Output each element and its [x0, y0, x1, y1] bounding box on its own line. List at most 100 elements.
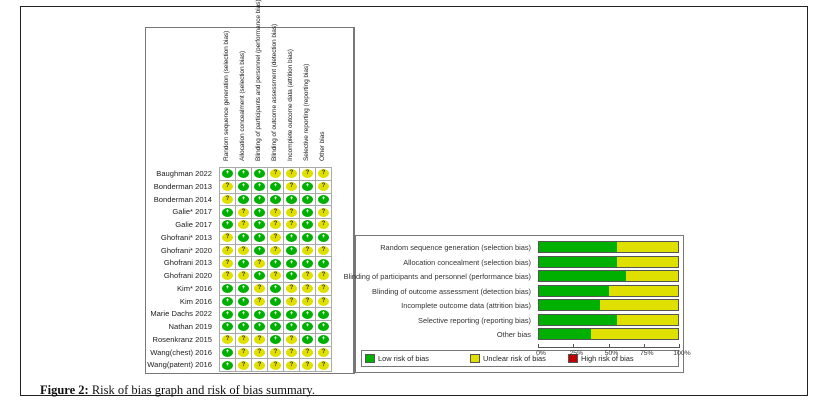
summary-cell: +	[283, 192, 300, 207]
figure-frame	[20, 6, 808, 396]
unclear-risk-icon: ?	[238, 271, 249, 281]
low-risk-icon: +	[254, 309, 265, 319]
risk-of-bias-graph: Low risk of bias Unclear risk of bias High…	[344, 235, 691, 373]
summary-cell: +	[251, 179, 268, 194]
x-axis-tick-label: 0%	[536, 349, 546, 357]
unclear-risk-icon: ?	[270, 271, 281, 281]
bar-segment-low	[539, 256, 618, 267]
low-risk-icon: +	[238, 233, 249, 243]
low-risk-icon: +	[238, 284, 249, 294]
low-risk-icon: +	[254, 271, 265, 281]
unclear-risk-icon: ?	[222, 335, 233, 345]
low-risk-icon: +	[222, 309, 233, 319]
bar-category-label: Selective reporting (reporting bias)	[418, 315, 531, 325]
low-risk-icon: +	[286, 309, 297, 319]
bar-row	[538, 299, 679, 311]
unclear-risk-icon: ?	[270, 360, 281, 370]
summary-cell: ?	[251, 281, 268, 296]
summary-cell: ?	[267, 230, 284, 245]
low-risk-icon: +	[286, 258, 297, 268]
summary-cell: +	[299, 332, 316, 347]
low-risk-icon: +	[270, 296, 281, 306]
low-risk-icon: +	[270, 309, 281, 319]
summary-cell: +	[219, 205, 236, 219]
bar-row	[538, 313, 679, 326]
summary-cell: ?	[267, 167, 284, 181]
unclear-risk-icon: ?	[254, 258, 265, 268]
low-risk-icon: +	[254, 233, 265, 243]
summary-cell: +	[235, 167, 252, 181]
unclear-risk-icon: ?	[302, 271, 313, 281]
summary-cell: ?	[315, 167, 332, 181]
summary-study-label: Ghofrani* 2020	[160, 245, 212, 255]
unclear-risk-icon: ?	[318, 220, 329, 230]
unclear-risk-icon: ?	[254, 335, 265, 345]
summary-cell: ?	[219, 269, 236, 283]
summary-column-header: Random sequence generation (selection bi…	[223, 30, 230, 161]
summary-cell: ?	[219, 179, 236, 194]
low-risk-icon: +	[238, 296, 249, 306]
summary-cell: +	[283, 243, 300, 258]
caption-label: Figure 2:	[40, 383, 89, 397]
x-axis-tick	[643, 343, 645, 348]
summary-cell: ?	[235, 269, 252, 283]
unclear-risk-icon: ?	[270, 207, 281, 217]
unclear-risk-icon: ?	[286, 207, 297, 217]
summary-cell: +	[283, 307, 300, 321]
unclear-risk-icon: ?	[302, 245, 313, 255]
low-risk-icon: +	[222, 207, 233, 217]
summary-cell: +	[219, 167, 236, 181]
summary-cell: +	[235, 307, 252, 321]
unclear-risk-icon: ?	[286, 220, 297, 230]
summary-cell: +	[251, 218, 268, 232]
bar-segment-unclear	[591, 329, 678, 339]
summary-cell: +	[251, 205, 268, 219]
x-axis-tick-label: 100%	[673, 349, 691, 357]
summary-cell: ?	[235, 345, 252, 360]
summary-cell: ?	[283, 205, 300, 219]
low-risk-icon: +	[302, 258, 313, 268]
unclear-risk-icon: ?	[318, 271, 329, 281]
low-risk-icon: +	[238, 194, 249, 204]
bar-row	[538, 328, 679, 340]
low-risk-icon: +	[318, 335, 329, 345]
unclear-risk-icon: ?	[318, 347, 329, 357]
summary-cell: ?	[283, 218, 300, 232]
summary-cell: +	[299, 320, 316, 334]
unclear-risk-icon: ?	[318, 169, 329, 179]
bar-segment-unclear	[617, 314, 678, 325]
unclear-risk-icon: ?	[302, 284, 313, 294]
bar-category-label: Allocation concealment (selection bias)	[403, 257, 531, 267]
summary-study-label: Ghofrani* 2013	[160, 232, 212, 242]
summary-study-label: Wang(chest) 2016	[150, 347, 212, 357]
unclear-risk-icon: ?	[286, 182, 297, 192]
summary-cell: +	[283, 269, 300, 283]
bar-row	[538, 270, 679, 282]
bar-segment-low	[539, 242, 618, 252]
summary-cell: +	[299, 256, 316, 270]
summary-cell: ?	[283, 281, 300, 296]
low-risk-icon: +	[254, 322, 265, 332]
summary-cell: ?	[267, 269, 284, 283]
summary-cell: ?	[283, 294, 300, 309]
unclear-risk-icon: ?	[254, 347, 265, 357]
summary-cell: ?	[235, 358, 252, 372]
low-risk-icon: +	[270, 322, 281, 332]
summary-cell: ?	[283, 345, 300, 360]
summary-cell: ?	[299, 345, 316, 360]
low-risk-icon: +	[238, 182, 249, 192]
summary-cell: +	[267, 332, 284, 347]
summary-cell: ?	[251, 256, 268, 270]
bar-segment-low	[539, 271, 626, 281]
low-risk-icon: +	[270, 194, 281, 204]
bar-segment-low	[539, 300, 600, 310]
summary-cell: +	[299, 205, 316, 219]
summary-study-label: Galie* 2017	[172, 207, 212, 217]
low-risk-icon: +	[318, 233, 329, 243]
summary-cell: +	[267, 179, 284, 194]
summary-cell: +	[299, 218, 316, 232]
unclear-risk-icon: ?	[254, 360, 265, 370]
summary-cell: ?	[235, 243, 252, 258]
summary-cell: ?	[219, 243, 236, 258]
low-risk-icon: +	[222, 169, 233, 179]
